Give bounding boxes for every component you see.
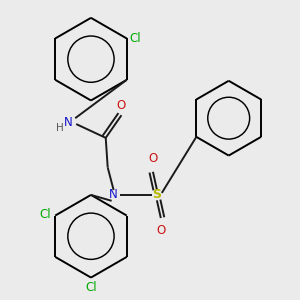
Text: O: O xyxy=(156,224,165,237)
Text: O: O xyxy=(148,152,158,165)
Text: O: O xyxy=(117,99,126,112)
Text: N: N xyxy=(64,116,73,129)
Text: Cl: Cl xyxy=(130,32,141,45)
Text: S: S xyxy=(152,188,161,201)
Text: N: N xyxy=(109,188,118,201)
Text: Cl: Cl xyxy=(85,281,97,295)
Text: H: H xyxy=(56,123,63,133)
Text: Cl: Cl xyxy=(40,208,51,221)
